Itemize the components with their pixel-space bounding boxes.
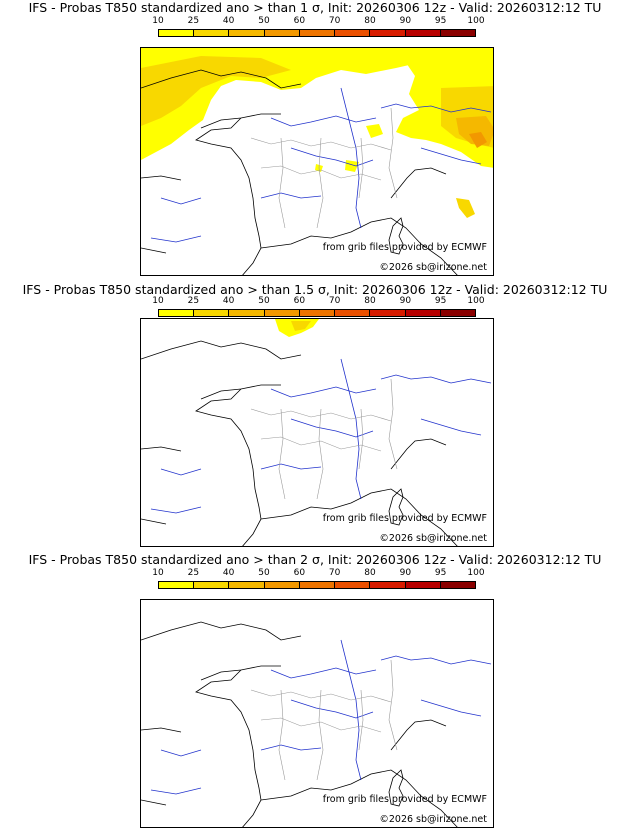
colorbar-swatch bbox=[335, 582, 371, 588]
colorbar-tick-label: 90 bbox=[399, 16, 412, 26]
colorbar-tick-label: 70 bbox=[328, 568, 341, 578]
colorbar-tick-label: 95 bbox=[434, 568, 447, 578]
panel-title: IFS - Probas T850 standardized ano > tha… bbox=[22, 282, 608, 297]
colorbar-tick-label: 90 bbox=[399, 296, 412, 306]
colorbar-swatch bbox=[159, 582, 195, 588]
colorbar-tick-label: 50 bbox=[258, 296, 270, 306]
colorbar-legend: 10 25 40 50 60 70 80 90 95 100 bbox=[152, 568, 485, 596]
colorbar-tick-label: 40 bbox=[222, 296, 235, 306]
colorbar-swatch bbox=[370, 30, 406, 36]
colorbar-tick-label: 95 bbox=[434, 296, 447, 306]
probability-map: from grib files provided by ECMWF ©2026 … bbox=[140, 318, 494, 547]
probability-shading bbox=[275, 319, 319, 337]
map-panel-3: IFS - Probas T850 standardized ano > tha… bbox=[0, 552, 630, 828]
source-credit: from grib files provided by ECMWF bbox=[322, 794, 487, 805]
colorbar-swatch bbox=[159, 310, 195, 316]
colorbar-swatches bbox=[158, 581, 476, 589]
colorbar-tick-label: 40 bbox=[222, 16, 235, 26]
colorbar-tick-label: 90 bbox=[399, 568, 412, 578]
colorbar-swatch bbox=[299, 30, 336, 36]
copyright-credit: ©2026 sb@irizone.net bbox=[379, 533, 487, 544]
colorbar-tick-label: 100 bbox=[467, 16, 485, 26]
copyright-credit: ©2026 sb@irizone.net bbox=[379, 814, 487, 825]
map-canvas bbox=[141, 48, 493, 275]
colorbar-swatch bbox=[229, 310, 265, 316]
coastlines bbox=[141, 340, 458, 546]
colorbar-legend: 10 25 40 50 60 70 80 90 95 100 bbox=[152, 16, 485, 44]
colorbar-swatch bbox=[194, 310, 230, 316]
colorbar-swatch bbox=[159, 30, 195, 36]
colorbar-swatch bbox=[440, 30, 475, 36]
colorbar-tick-label: 25 bbox=[187, 568, 200, 578]
colorbar-swatch bbox=[440, 582, 475, 588]
colorbar-swatch bbox=[370, 582, 406, 588]
colorbar-swatch bbox=[405, 30, 441, 36]
admin-borders bbox=[250, 378, 398, 500]
colorbar-tick-label: 25 bbox=[187, 16, 200, 26]
colorbar-swatches bbox=[158, 29, 476, 37]
probability-map: from grib files provided by ECMWF ©2026 … bbox=[140, 47, 494, 276]
map-panel-1: IFS - Probas T850 standardized ano > tha… bbox=[0, 0, 630, 276]
rivers bbox=[150, 358, 492, 514]
colorbar-tick-label: 80 bbox=[364, 296, 376, 306]
admin-borders bbox=[250, 659, 398, 781]
colorbar-tick-label: 70 bbox=[328, 16, 341, 26]
colorbar-tick-label: 10 bbox=[152, 568, 164, 578]
coastlines bbox=[141, 69, 458, 275]
colorbar-tick-label: 80 bbox=[364, 16, 376, 26]
colorbar-swatch bbox=[405, 582, 441, 588]
source-credit: from grib files provided by ECMWF bbox=[322, 242, 487, 253]
colorbar-tick-label: 60 bbox=[293, 568, 306, 578]
colorbar-swatch bbox=[335, 310, 371, 316]
colorbar-tick-labels: 10 25 40 50 60 70 80 90 95 100 bbox=[152, 296, 484, 308]
map-canvas bbox=[141, 621, 492, 827]
colorbar-swatch bbox=[440, 310, 475, 316]
colorbar-swatch bbox=[299, 310, 336, 316]
colorbar-swatch bbox=[264, 310, 300, 316]
colorbar-swatch bbox=[264, 582, 300, 588]
colorbar-tick-label: 100 bbox=[467, 568, 485, 578]
admin-borders bbox=[250, 107, 398, 229]
colorbar-tick-label: 80 bbox=[364, 568, 376, 578]
colorbar-swatch bbox=[194, 30, 230, 36]
colorbar-tick-labels: 10 25 40 50 60 70 80 90 95 100 bbox=[152, 16, 484, 28]
colorbar-swatch bbox=[405, 310, 441, 316]
colorbar-tick-label: 60 bbox=[293, 16, 306, 26]
colorbar-tick-label: 10 bbox=[152, 16, 164, 26]
colorbar-tick-label: 50 bbox=[258, 568, 270, 578]
colorbar-swatch bbox=[370, 310, 406, 316]
colorbar-tick-label: 10 bbox=[152, 296, 164, 306]
colorbar-swatches bbox=[158, 309, 476, 317]
panel-title: IFS - Probas T850 standardized ano > tha… bbox=[28, 552, 602, 567]
colorbar-tick-label: 95 bbox=[434, 16, 447, 26]
rivers bbox=[150, 639, 492, 795]
colorbar-tick-label: 50 bbox=[258, 16, 270, 26]
colorbar-swatch bbox=[229, 582, 265, 588]
colorbar-tick-label: 40 bbox=[222, 568, 235, 578]
map-canvas bbox=[141, 319, 492, 546]
colorbar-swatch bbox=[335, 30, 371, 36]
colorbar-tick-label: 60 bbox=[293, 296, 306, 306]
panel-title: IFS - Probas T850 standardized ano > tha… bbox=[28, 0, 602, 15]
map-panel-2: IFS - Probas T850 standardized ano > tha… bbox=[0, 276, 630, 552]
colorbar-swatch bbox=[264, 30, 300, 36]
colorbar-tick-label: 25 bbox=[187, 296, 200, 306]
probability-shading bbox=[141, 48, 493, 218]
colorbar-tick-label: 70 bbox=[328, 296, 341, 306]
rivers bbox=[150, 87, 492, 243]
colorbar-swatch bbox=[194, 582, 230, 588]
coastlines bbox=[141, 621, 458, 827]
colorbar-swatch bbox=[299, 582, 336, 588]
colorbar-tick-label: 100 bbox=[467, 296, 485, 306]
probability-map: from grib files provided by ECMWF ©2026 … bbox=[140, 599, 494, 828]
colorbar-swatch bbox=[229, 30, 265, 36]
source-credit: from grib files provided by ECMWF bbox=[322, 513, 487, 524]
copyright-credit: ©2026 sb@irizone.net bbox=[379, 262, 487, 273]
colorbar-tick-labels: 10 25 40 50 60 70 80 90 95 100 bbox=[152, 568, 484, 580]
colorbar-legend: 10 25 40 50 60 70 80 90 95 100 bbox=[152, 296, 485, 324]
